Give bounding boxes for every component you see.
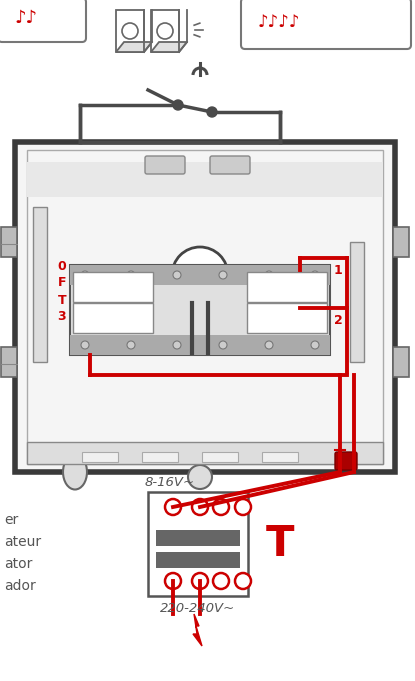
Circle shape bbox=[173, 341, 181, 349]
Circle shape bbox=[157, 23, 173, 39]
Bar bbox=[142, 452, 178, 462]
Circle shape bbox=[173, 271, 181, 279]
Polygon shape bbox=[151, 42, 187, 52]
Bar bbox=[70, 265, 330, 355]
Bar bbox=[156, 530, 240, 546]
Circle shape bbox=[213, 499, 229, 515]
Bar bbox=[82, 452, 118, 462]
Bar bbox=[33, 207, 47, 362]
Circle shape bbox=[235, 499, 251, 515]
Circle shape bbox=[81, 341, 89, 349]
Circle shape bbox=[188, 465, 212, 489]
Text: 0: 0 bbox=[57, 261, 66, 274]
Circle shape bbox=[122, 23, 138, 39]
Bar bbox=[247, 303, 327, 333]
Bar bbox=[73, 272, 153, 302]
Text: 1: 1 bbox=[334, 264, 343, 276]
Bar bbox=[262, 452, 298, 462]
Bar bbox=[393, 347, 409, 377]
Circle shape bbox=[311, 341, 319, 349]
Ellipse shape bbox=[63, 454, 87, 490]
Text: er: er bbox=[4, 513, 18, 527]
Text: 2: 2 bbox=[334, 313, 343, 326]
Circle shape bbox=[192, 499, 208, 515]
Bar bbox=[202, 452, 238, 462]
Circle shape bbox=[219, 271, 227, 279]
Bar bbox=[151, 10, 179, 52]
Text: ator: ator bbox=[4, 557, 32, 571]
Text: ateur: ateur bbox=[4, 535, 41, 549]
FancyBboxPatch shape bbox=[0, 0, 86, 42]
Bar bbox=[116, 10, 144, 52]
Circle shape bbox=[265, 271, 273, 279]
Circle shape bbox=[207, 107, 217, 117]
Circle shape bbox=[81, 271, 89, 279]
Circle shape bbox=[265, 341, 273, 349]
Bar bbox=[27, 442, 383, 464]
Circle shape bbox=[235, 573, 251, 589]
Bar bbox=[393, 227, 409, 257]
Text: ador: ador bbox=[4, 579, 36, 593]
Bar bbox=[1, 347, 17, 377]
Circle shape bbox=[127, 341, 135, 349]
Polygon shape bbox=[193, 614, 202, 646]
Circle shape bbox=[165, 499, 181, 515]
Circle shape bbox=[311, 271, 319, 279]
Bar bbox=[350, 242, 364, 362]
Text: ♪♪♪♪: ♪♪♪♪ bbox=[258, 13, 300, 31]
FancyBboxPatch shape bbox=[145, 156, 185, 174]
Bar bbox=[27, 150, 383, 464]
Text: F: F bbox=[58, 276, 66, 289]
Circle shape bbox=[173, 100, 183, 110]
Bar bbox=[70, 265, 330, 285]
Circle shape bbox=[165, 573, 181, 589]
Bar bbox=[27, 162, 383, 197]
Bar bbox=[148, 492, 248, 596]
Text: T: T bbox=[266, 523, 295, 565]
Text: 8-16V~: 8-16V~ bbox=[145, 475, 195, 488]
Circle shape bbox=[213, 573, 229, 589]
Bar bbox=[1, 227, 17, 257]
Bar bbox=[70, 335, 330, 355]
Text: T: T bbox=[57, 294, 66, 306]
FancyBboxPatch shape bbox=[335, 452, 357, 470]
Bar bbox=[15, 142, 395, 472]
Bar bbox=[156, 552, 240, 568]
Bar bbox=[73, 303, 153, 333]
Circle shape bbox=[127, 271, 135, 279]
Polygon shape bbox=[116, 42, 152, 52]
Text: ♪♪: ♪♪ bbox=[14, 9, 37, 27]
Text: 3: 3 bbox=[57, 311, 66, 323]
FancyBboxPatch shape bbox=[210, 156, 250, 174]
Circle shape bbox=[219, 341, 227, 349]
Text: 220-240V~: 220-240V~ bbox=[160, 601, 236, 614]
Circle shape bbox=[172, 247, 228, 303]
Bar bbox=[247, 272, 327, 302]
Circle shape bbox=[192, 573, 208, 589]
FancyBboxPatch shape bbox=[241, 0, 411, 49]
